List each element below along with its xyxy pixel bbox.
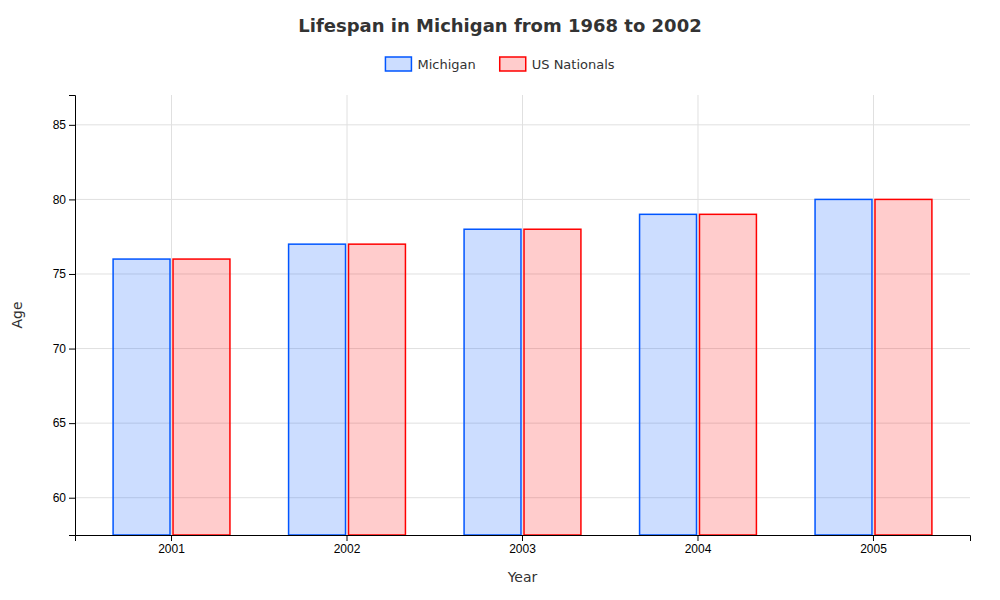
bar-series bbox=[113, 199, 872, 535]
bar bbox=[349, 244, 406, 535]
x-tick-label: 2003 bbox=[509, 542, 536, 556]
y-tick: 75 bbox=[53, 267, 75, 281]
y-tick: 85 bbox=[53, 118, 75, 132]
y-tick-mark bbox=[69, 423, 75, 424]
y-tick-label: 80 bbox=[53, 193, 67, 207]
legend-swatch bbox=[385, 57, 411, 71]
x-tick: 2005 bbox=[860, 535, 887, 556]
grid bbox=[75, 95, 970, 535]
legend-item: US Nationals bbox=[500, 57, 615, 72]
x-tick: 2003 bbox=[509, 535, 536, 556]
x-tick-mark bbox=[171, 535, 172, 541]
bars bbox=[113, 199, 932, 535]
y-axis: 60 65 70 75 80 85 bbox=[53, 96, 76, 536]
y-tick: 70 bbox=[53, 342, 75, 356]
y-tick: 60 bbox=[53, 491, 75, 505]
x-tick-label: 2005 bbox=[860, 542, 887, 556]
bar-series bbox=[173, 199, 932, 535]
y-tick-mark bbox=[69, 274, 75, 275]
x-tick-label: 2004 bbox=[685, 542, 712, 556]
bar bbox=[640, 214, 697, 535]
plot-area: 2001 2002 2003 2004 2005 60 65 70 75 80 85 bbox=[53, 95, 971, 556]
x-tick-label: 2001 bbox=[158, 542, 185, 556]
bar bbox=[815, 199, 872, 535]
y-tick-label: 65 bbox=[53, 416, 67, 430]
legend-swatch bbox=[500, 57, 526, 71]
x-axis-line bbox=[76, 536, 971, 542]
bar bbox=[875, 199, 932, 535]
x-tick-label: 2002 bbox=[334, 542, 361, 556]
x-tick-mark bbox=[697, 535, 698, 541]
y-tick: 65 bbox=[53, 416, 75, 430]
chart-title: Lifespan in Michigan from 1968 to 2002 bbox=[298, 15, 701, 36]
y-tick: 80 bbox=[53, 193, 75, 207]
x-tick: 2002 bbox=[334, 535, 361, 556]
y-tick-label: 85 bbox=[53, 118, 67, 132]
grid-line-x bbox=[347, 95, 348, 535]
legend-label: Michigan bbox=[417, 57, 475, 72]
bar bbox=[113, 259, 170, 535]
y-tick-label: 75 bbox=[53, 267, 67, 281]
grid-line-x bbox=[873, 95, 874, 535]
bar bbox=[289, 244, 346, 535]
legend: Michigan US Nationals bbox=[385, 57, 614, 72]
y-axis-title: Age bbox=[9, 301, 25, 328]
x-tick-mark bbox=[522, 535, 523, 541]
x-axis-title: Year bbox=[507, 569, 538, 585]
legend-item: Michigan bbox=[385, 57, 475, 72]
y-axis-line bbox=[69, 96, 76, 536]
y-tick-mark bbox=[69, 349, 75, 350]
grid-line-x bbox=[522, 95, 523, 535]
bar bbox=[699, 214, 756, 535]
bar bbox=[524, 229, 581, 535]
y-tick-label: 60 bbox=[53, 491, 67, 505]
x-tick-mark bbox=[873, 535, 874, 541]
x-axis: 2001 2002 2003 2004 2005 bbox=[76, 535, 971, 556]
x-tick: 2004 bbox=[685, 535, 712, 556]
y-tick-label: 70 bbox=[53, 342, 67, 356]
bar bbox=[173, 259, 230, 535]
chart: 2001 2002 2003 2004 2005 60 65 70 75 80 85 Year Age L… bbox=[0, 0, 1000, 600]
grid-line-x bbox=[171, 95, 172, 535]
x-tick-mark bbox=[347, 535, 348, 541]
y-tick-mark bbox=[69, 498, 75, 499]
legend-label: US Nationals bbox=[532, 57, 615, 72]
y-tick-mark bbox=[69, 199, 75, 200]
grid-line-x bbox=[697, 95, 698, 535]
bar bbox=[464, 229, 521, 535]
y-tick-mark bbox=[69, 125, 75, 126]
x-tick: 2001 bbox=[158, 535, 185, 556]
